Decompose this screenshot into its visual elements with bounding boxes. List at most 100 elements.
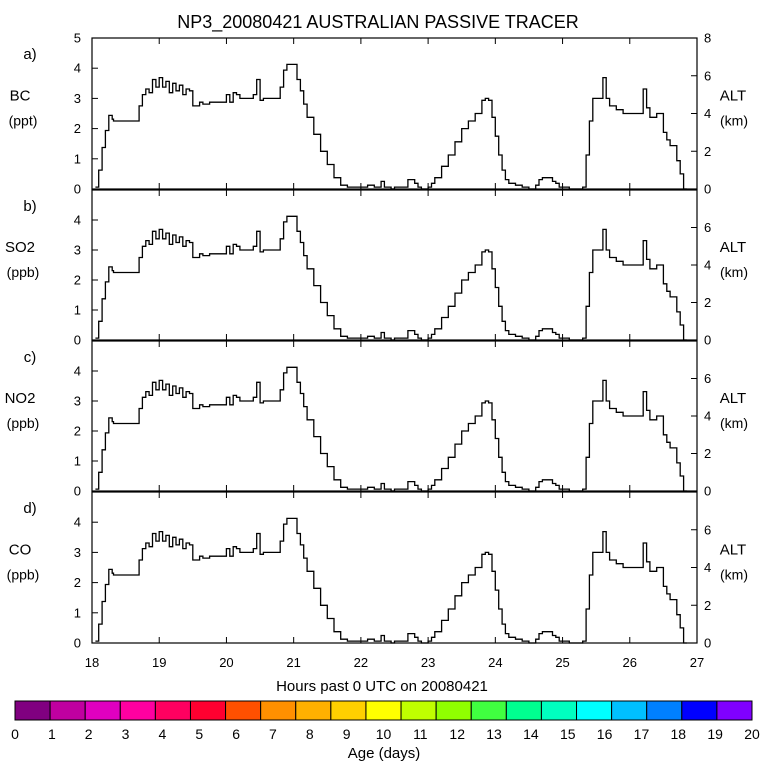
panel-letter: a) xyxy=(23,46,36,63)
panels: 0 1 2 3 4 5 0 2 4 6 8 a) BC (ppt) ALT (km) 0 1 2 3 4 0 2 4 6 b) SO… xyxy=(5,31,748,651)
y-tick-label: 0 xyxy=(74,333,81,348)
alt-tick-label: 6 xyxy=(704,220,711,235)
colorbar-tick-label: 8 xyxy=(306,726,314,742)
panel-no2: 0 1 2 3 4 0 2 4 6 c) NO2 (ppb) ALT (km) xyxy=(5,340,748,499)
alt-label: ALT xyxy=(720,542,746,559)
panel-bc: 0 1 2 3 4 5 0 2 4 6 8 a) BC (ppt) ALT (km) xyxy=(9,31,748,197)
x-tick-label: 21 xyxy=(286,655,300,670)
panel-frame xyxy=(91,37,698,190)
colorbar-tick-label: 4 xyxy=(159,726,167,742)
colorbar-tick-label: 15 xyxy=(560,726,576,742)
colorbar-tick-label: 11 xyxy=(413,726,428,742)
colorbar-swatch xyxy=(435,700,472,721)
colorbar-swatch xyxy=(225,700,262,721)
colorbar-tick-label: 0 xyxy=(11,726,19,742)
colorbar-tick-label: 12 xyxy=(449,726,465,742)
x-tick-label: 19 xyxy=(152,655,166,670)
x-tick-label: 26 xyxy=(623,655,637,670)
colorbar-tick-label: 13 xyxy=(486,726,502,742)
alt-tick-label: 6 xyxy=(704,371,711,386)
alt-tick-label: 2 xyxy=(704,598,711,613)
y-tick-label: 1 xyxy=(74,605,81,620)
alt-unit-label: (km) xyxy=(720,567,748,583)
colorbar-swatch xyxy=(576,700,613,721)
colorbar-tick-label: 9 xyxy=(343,726,351,742)
altitude-line xyxy=(95,517,687,644)
y-tick-label: 2 xyxy=(74,424,81,439)
y-tick-label: 3 xyxy=(74,91,81,106)
y-tick-label: 0 xyxy=(74,484,81,499)
panel-unit-label: (ppb) xyxy=(7,264,40,280)
altitude-line xyxy=(95,63,687,190)
colorbar-tick-label: 6 xyxy=(232,726,240,742)
panel-species-label: BC xyxy=(10,88,31,105)
y-tick-label: 4 xyxy=(74,213,81,228)
alt-tick-label: 6 xyxy=(704,522,711,537)
panel-frame xyxy=(91,491,698,644)
y-tick-label: 2 xyxy=(74,273,81,288)
panel-letter: c) xyxy=(24,349,37,366)
panel-unit-label: (ppt) xyxy=(9,113,38,129)
colorbar-label: Age (days) xyxy=(348,745,421,762)
alt-tick-label: 2 xyxy=(704,295,711,310)
alt-tick-label: 8 xyxy=(704,31,711,46)
colorbar-tick-label: 20 xyxy=(744,726,760,742)
colorbar-swatch xyxy=(470,700,507,721)
y-tick-label: 3 xyxy=(74,545,81,560)
y-tick-label: 4 xyxy=(74,515,81,530)
colorbar-tick-label: 10 xyxy=(376,726,392,742)
colorbar-tick-label: 7 xyxy=(269,726,277,742)
alt-tick-label: 2 xyxy=(704,446,711,461)
y-tick-label: 4 xyxy=(74,364,81,379)
altitude-line xyxy=(95,215,687,341)
x-tick-label: 27 xyxy=(690,655,704,670)
y-tick-label: 1 xyxy=(74,303,81,318)
alt-tick-label: 0 xyxy=(704,333,711,348)
colorbar-swatch xyxy=(295,700,332,721)
alt-label: ALT xyxy=(720,390,746,407)
x-tick-label: 24 xyxy=(488,655,502,670)
y-tick-label: 2 xyxy=(74,575,81,590)
x-axis-label: Hours past 0 UTC on 20080421 xyxy=(276,678,488,695)
panel-unit-label: (ppb) xyxy=(7,415,40,431)
colorbar-tick-label: 1 xyxy=(48,726,56,742)
x-tick-label: 18 xyxy=(85,655,99,670)
panel-co: 0 1 2 3 4 0 2 4 6 d) CO (ppb) ALT (km) xyxy=(7,491,748,651)
y-tick-label: 1 xyxy=(74,151,81,166)
colorbar-tick-label: 3 xyxy=(122,726,130,742)
colorbar-swatch xyxy=(49,700,86,721)
colorbar-swatch xyxy=(330,700,367,721)
colorbar-tick-label: 16 xyxy=(597,726,613,742)
x-tick-label: 25 xyxy=(555,655,569,670)
altitude-line xyxy=(95,366,687,492)
x-axis-tick-labels: 18 19 20 21 22 23 24 25 26 27 xyxy=(85,655,704,670)
x-tick-label: 22 xyxy=(354,655,368,670)
alt-tick-label: 0 xyxy=(704,484,711,499)
alt-unit-label: (km) xyxy=(720,113,748,129)
alt-tick-label: 6 xyxy=(704,68,711,83)
colorbar-tick-label: 19 xyxy=(707,726,723,742)
colorbar-tick-label: 5 xyxy=(195,726,203,742)
colorbar-swatch xyxy=(189,700,227,721)
colorbar-swatch xyxy=(540,700,578,721)
y-tick-label: 1 xyxy=(74,454,81,469)
panel-species-label: CO xyxy=(9,542,32,559)
colorbar-swatch xyxy=(154,700,191,721)
colorbar-swatch xyxy=(646,700,683,721)
alt-label: ALT xyxy=(720,88,746,105)
alt-tick-label: 0 xyxy=(704,636,711,651)
alt-tick-label: 2 xyxy=(704,144,711,159)
colorbar-swatch xyxy=(119,700,156,721)
alt-tick-label: 4 xyxy=(704,409,711,424)
panel-frame xyxy=(91,340,698,492)
alt-tick-label: 0 xyxy=(704,182,711,197)
colorbar-swatch xyxy=(681,700,718,721)
alt-tick-label: 4 xyxy=(704,560,711,575)
alt-unit-label: (km) xyxy=(720,415,748,431)
y-tick-label: 5 xyxy=(74,31,81,46)
colorbar-tick-label: 14 xyxy=(523,726,539,742)
y-tick-label: 3 xyxy=(74,394,81,409)
colorbar-tick-label: 18 xyxy=(671,726,687,742)
alt-tick-label: 4 xyxy=(704,258,711,273)
x-tick-label: 23 xyxy=(421,655,435,670)
